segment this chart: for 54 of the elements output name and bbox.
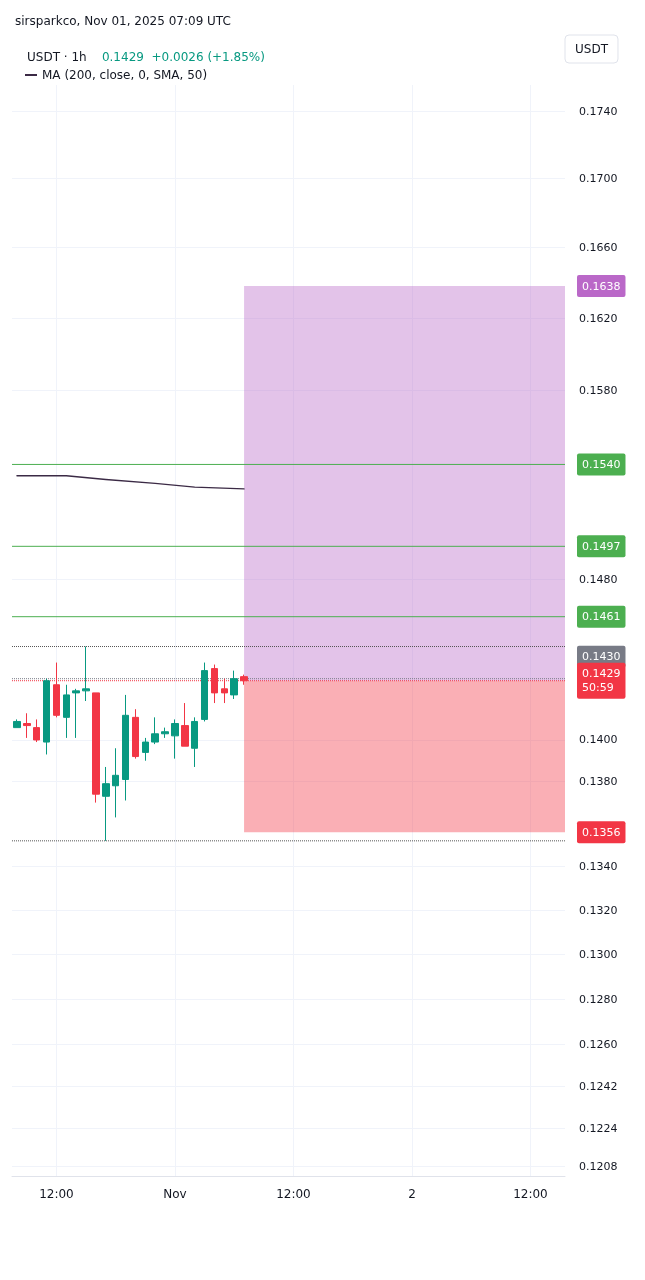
- candlestick: [201, 662, 208, 722]
- candlestick: [122, 694, 129, 801]
- chart-subtitle: USDT · 1h: [27, 50, 102, 64]
- y-tick-label: 0.1280: [579, 992, 618, 1006]
- y-tick-label: 0.1340: [579, 860, 618, 874]
- ref-line-label: 0.1429 50:59: [582, 667, 621, 695]
- line-series: [16, 475, 245, 490]
- candlestick: [151, 716, 159, 745]
- candlestick: [82, 646, 90, 702]
- x-tick-label: 12:00: [513, 1187, 548, 1201]
- candlestick: [92, 692, 100, 804]
- y-tick-label: 0.1380: [579, 775, 618, 789]
- candlestick: [112, 747, 119, 818]
- x-tick-label: 2: [408, 1187, 416, 1201]
- y-axis-title: USDT: [575, 42, 609, 56]
- y-tick-label: 0.1580: [579, 383, 618, 397]
- candlestick: [161, 727, 169, 739]
- candlestick: [230, 670, 238, 700]
- band-label: 0.1356: [582, 825, 621, 839]
- candlestick: [63, 684, 70, 739]
- candlestick: [102, 766, 110, 842]
- y-tick-label: 0.1242: [579, 1079, 618, 1093]
- chart-title: sirsparkco, Nov 01, 2025 07:09 UTC: [15, 14, 231, 28]
- y-tick-label: 0.1660: [579, 241, 618, 255]
- x-tick-label: 12:00: [39, 1187, 74, 1201]
- ref-line-label: 0.1461: [582, 610, 621, 624]
- y-tick-label: 0.1700: [579, 172, 618, 186]
- candlestick: [72, 688, 80, 739]
- y-tick-label: 0.1480: [579, 572, 618, 586]
- y-tick-label: 0.1400: [579, 733, 618, 747]
- y-tick-label: 0.1224: [579, 1121, 618, 1135]
- y-tick-label: 0.1620: [579, 311, 618, 325]
- candlestick: [132, 708, 139, 760]
- candlestick: [43, 678, 50, 755]
- candlestick: [142, 737, 149, 762]
- candlestick: [33, 718, 40, 743]
- candlestick: [171, 718, 179, 760]
- candlestick: [191, 716, 198, 768]
- ref-line-label: 0.1540: [582, 457, 621, 471]
- ref-line-label: 0.1497: [582, 539, 621, 553]
- ref-line-label: 0.1430: [582, 650, 621, 664]
- candlestick: [181, 702, 189, 747]
- y-tick-label: 0.1208: [579, 1159, 618, 1173]
- y-tick-label: 0.1740: [579, 104, 618, 118]
- candlestick: [13, 718, 21, 729]
- text: 0.1429 +0.0026 (+1.85%): [101, 50, 265, 64]
- legend-label: MA (200, close, 0, SMA, 50): [42, 68, 208, 82]
- x-tick-label: Nov: [163, 1187, 187, 1201]
- y-tick-label: 0.1260: [579, 1038, 618, 1052]
- x-tick-label: 12:00: [276, 1187, 311, 1201]
- y-tick-label: 0.1300: [579, 947, 618, 961]
- band-label: 0.1638: [582, 279, 621, 293]
- y-tick-label: 0.1320: [579, 903, 618, 917]
- candlestick: [23, 712, 31, 739]
